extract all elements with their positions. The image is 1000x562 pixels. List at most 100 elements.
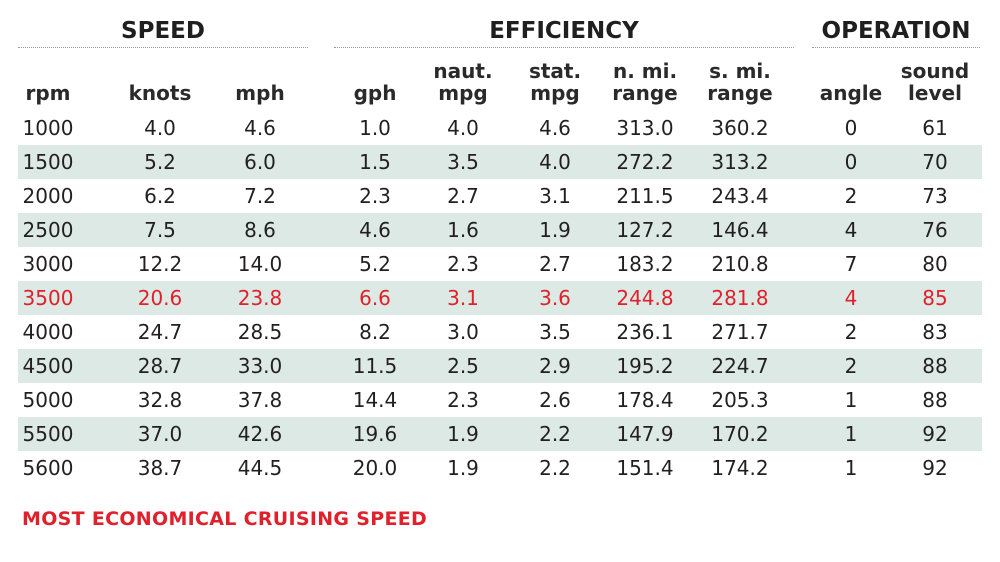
col-header-line1: s. mi.	[709, 59, 771, 83]
cell-mph: 33.0	[237, 354, 283, 378]
cell-angle: 1	[844, 456, 858, 480]
cell-gph: 6.6	[359, 286, 391, 310]
cell-naut-mpg: 3.5	[447, 150, 479, 174]
cell-naut-mpg: 3.1	[447, 286, 479, 310]
cell-knots: 32.8	[137, 388, 183, 412]
cell-rpm: 4000	[22, 320, 74, 344]
col-header-line2: mph	[235, 81, 285, 105]
cell-mph: 4.6	[244, 116, 276, 140]
col-header-line2: mpg	[530, 81, 580, 105]
cell-knots: 38.7	[137, 456, 183, 480]
cell-mph: 28.5	[237, 320, 283, 344]
cell-mph: 6.0	[244, 150, 276, 174]
cell-sound-level: 92	[922, 456, 948, 480]
cell-angle: 7	[844, 252, 858, 276]
cell-sound-level: 92	[922, 422, 948, 446]
col-header-line2: range	[707, 81, 773, 105]
cell-rpm: 1500	[22, 150, 74, 174]
cell-s-mi-range: 210.8	[711, 252, 769, 276]
cell-knots: 24.7	[137, 320, 183, 344]
col-header-stat-mpg: stat. mpg	[515, 54, 595, 104]
col-header-naut-mpg: naut. mpg	[423, 54, 503, 104]
cell-knots: 37.0	[137, 422, 183, 446]
cell-rpm: 5600	[22, 456, 74, 480]
cell-s-mi-range: 281.8	[711, 286, 769, 310]
cell-angle: 2	[844, 320, 858, 344]
group-rule-operation	[812, 47, 980, 48]
cell-sound-level: 88	[922, 354, 948, 378]
cell-knots: 20.6	[137, 286, 183, 310]
table-row: 4500 28.7 33.0 11.5 2.5 2.9 195.2 224.7 2 88	[18, 349, 982, 383]
cell-stat-mpg: 2.6	[539, 388, 571, 412]
col-header-line2: gph	[353, 81, 397, 105]
cell-knots: 12.2	[137, 252, 183, 276]
cell-rpm: 5500	[22, 422, 74, 446]
cell-s-mi-range: 146.4	[711, 218, 769, 242]
cell-rpm: 5000	[22, 388, 74, 412]
cell-gph: 2.3	[359, 184, 391, 208]
col-header-line2: knots	[128, 81, 192, 105]
col-header-n-mi-range: n. mi. range	[600, 54, 690, 104]
cell-stat-mpg: 4.6	[539, 116, 571, 140]
cell-sound-level: 76	[922, 218, 948, 242]
cell-sound-level: 73	[922, 184, 948, 208]
cell-mph: 37.8	[237, 388, 283, 412]
cell-s-mi-range: 271.7	[711, 320, 769, 344]
cell-stat-mpg: 3.5	[539, 320, 571, 344]
group-rule-speed	[18, 47, 308, 48]
table-row: 1500 5.2 6.0 1.5 3.5 4.0 272.2 313.2 0 70	[18, 145, 982, 179]
cell-gph: 4.6	[359, 218, 391, 242]
cell-stat-mpg: 4.0	[539, 150, 571, 174]
table-row: 1000 4.0 4.6 1.0 4.0 4.6 313.0 360.2 0 61	[18, 111, 982, 145]
cell-angle: 4	[844, 286, 858, 310]
group-title-efficiency: EFFICIENCY	[489, 18, 639, 44]
table-row: 5000 32.8 37.8 14.4 2.3 2.6 178.4 205.3 1 88	[18, 383, 982, 417]
table-row: 4000 24.7 28.5 8.2 3.0 3.5 236.1 271.7 2 83	[18, 315, 982, 349]
cell-n-mi-range: 178.4	[616, 388, 674, 412]
group-title-speed: SPEED	[121, 18, 205, 44]
cell-naut-mpg: 2.5	[447, 354, 479, 378]
cell-gph: 11.5	[352, 354, 398, 378]
cell-gph: 19.6	[352, 422, 398, 446]
col-header-line2: range	[612, 81, 678, 105]
cell-naut-mpg: 1.9	[447, 422, 479, 446]
cell-stat-mpg: 1.9	[539, 218, 571, 242]
table-row: 2000 6.2 7.2 2.3 2.7 3.1 211.5 243.4 2 73	[18, 179, 982, 213]
cell-s-mi-range: 174.2	[711, 456, 769, 480]
col-header-knots: knots	[110, 54, 210, 104]
cell-mph: 7.2	[244, 184, 276, 208]
cell-n-mi-range: 195.2	[616, 354, 674, 378]
col-header-line1: sound	[900, 59, 970, 83]
col-header-line2: rpm	[25, 81, 71, 105]
cell-knots: 7.5	[144, 218, 176, 242]
cell-stat-mpg: 2.9	[539, 354, 571, 378]
cell-naut-mpg: 1.9	[447, 456, 479, 480]
table-row: 5500 37.0 42.6 19.6 1.9 2.2 147.9 170.2 1 92	[18, 417, 982, 451]
cell-s-mi-range: 170.2	[711, 422, 769, 446]
cell-stat-mpg: 2.7	[539, 252, 571, 276]
cell-n-mi-range: 147.9	[616, 422, 674, 446]
table-row: 2500 7.5 8.6 4.6 1.6 1.9 127.2 146.4 4 76	[18, 213, 982, 247]
cell-gph: 14.4	[352, 388, 398, 412]
cell-stat-mpg: 3.6	[539, 286, 571, 310]
group-rule-efficiency	[334, 47, 794, 48]
group-title-operation: OPERATION	[821, 18, 971, 44]
col-header-mph: mph	[215, 54, 305, 104]
cell-n-mi-range: 183.2	[616, 252, 674, 276]
cell-naut-mpg: 2.7	[447, 184, 479, 208]
col-header-line1: naut.	[433, 59, 493, 83]
cell-mph: 42.6	[237, 422, 283, 446]
cell-sound-level: 83	[922, 320, 948, 344]
cell-rpm: 3000	[22, 252, 74, 276]
cell-naut-mpg: 4.0	[447, 116, 479, 140]
cell-n-mi-range: 236.1	[616, 320, 674, 344]
cell-angle: 1	[844, 388, 858, 412]
cell-rpm: 2500	[22, 218, 74, 242]
cell-rpm: 1000	[22, 116, 74, 140]
col-header-line2: angle	[819, 81, 883, 105]
cell-sound-level: 61	[922, 116, 948, 140]
cell-sound-level: 70	[922, 150, 948, 174]
cell-angle: 2	[844, 354, 858, 378]
col-header-s-mi-range: s. mi. range	[695, 54, 785, 104]
col-header-gph: gph	[340, 54, 410, 104]
